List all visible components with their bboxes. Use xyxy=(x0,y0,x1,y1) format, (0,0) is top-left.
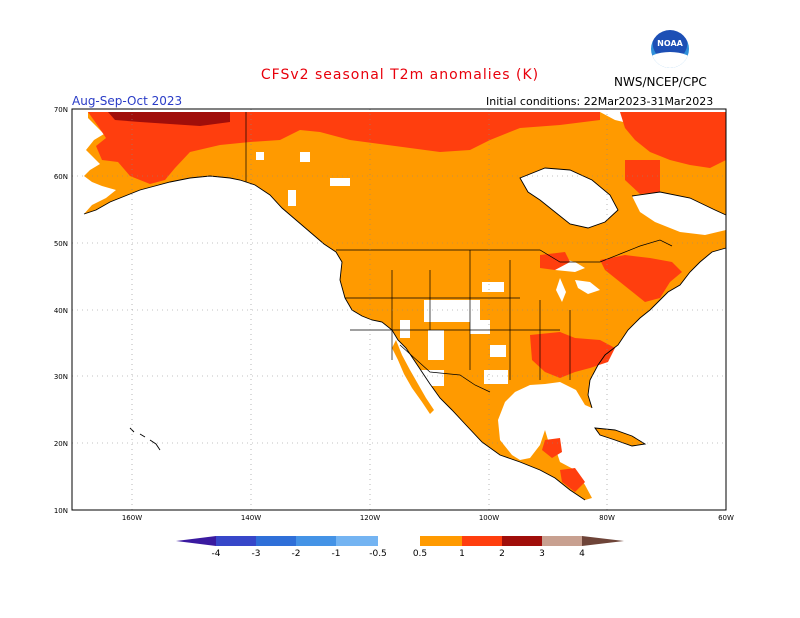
latitude-labels: 70N 60N 50N 40N 30N 20N 10N xyxy=(54,106,68,515)
colorbar-segment xyxy=(296,536,336,546)
lon-label: 120W xyxy=(360,514,380,522)
forecast-period: Aug-Sep-Oct 2023 xyxy=(72,94,183,108)
logo-wave xyxy=(651,52,689,68)
colorbar-label: 4 xyxy=(579,549,585,559)
lat-label: 60N xyxy=(54,173,68,181)
coastlines xyxy=(83,167,727,501)
colorbar-label: 2 xyxy=(499,549,505,559)
colorbar-label: -4 xyxy=(212,549,221,559)
colorbar-label: -3 xyxy=(252,549,261,559)
lon-label: 80W xyxy=(599,514,615,522)
neutral-patches xyxy=(256,152,508,386)
lat-label: 30N xyxy=(54,373,68,381)
colorbar-segment xyxy=(420,536,462,546)
lon-label: 100W xyxy=(479,514,499,522)
political-borders xyxy=(245,112,673,393)
colorbar-arrow-right xyxy=(582,536,624,546)
colorbar-label: 0.5 xyxy=(413,549,427,559)
colorbar-segment xyxy=(216,536,256,546)
lat-label: 50N xyxy=(54,240,68,248)
colorbar-segment xyxy=(378,536,420,546)
noaa-logo-icon: NOAA xyxy=(651,30,689,68)
lon-label: 140W xyxy=(241,514,261,522)
lat-label: 40N xyxy=(54,307,68,315)
map-frame xyxy=(71,108,727,511)
lon-label: 60W xyxy=(718,514,734,522)
lon-label: 160W xyxy=(122,514,142,522)
colorbar: -4 -3 -2 -1 -0.5 0.5 1 2 3 4 xyxy=(176,536,624,559)
logo-text: NOAA xyxy=(657,39,683,48)
colorbar-segment xyxy=(256,536,296,546)
page-title: CFSv2 seasonal T2m anomalies (K) xyxy=(260,67,540,83)
graticule xyxy=(72,109,726,510)
colorbar-label: -2 xyxy=(292,549,301,559)
lat-label: 10N xyxy=(54,507,68,515)
colorbar-label: -0.5 xyxy=(369,549,387,559)
warm-anomaly-patches xyxy=(88,112,726,492)
colorbar-segment xyxy=(502,536,542,546)
longitude-labels: 160W 140W 120W 100W 80W 60W xyxy=(122,514,734,522)
colorbar-label: 1 xyxy=(459,549,465,559)
lat-label: 70N xyxy=(54,106,68,114)
colorbar-arrow-left xyxy=(176,536,216,546)
colorbar-segment xyxy=(462,536,502,546)
strong-anomaly-patches xyxy=(108,112,230,126)
agency-label: NWS/NCEP/CPC xyxy=(614,75,707,89)
lat-label: 20N xyxy=(54,440,68,448)
colorbar-segment xyxy=(336,536,378,546)
colorbar-label: 3 xyxy=(539,549,545,559)
colorbar-segment xyxy=(542,536,582,546)
colorbar-label: -1 xyxy=(332,549,341,559)
initial-conditions: Initial conditions: 22Mar2023-31Mar2023 xyxy=(486,95,714,108)
